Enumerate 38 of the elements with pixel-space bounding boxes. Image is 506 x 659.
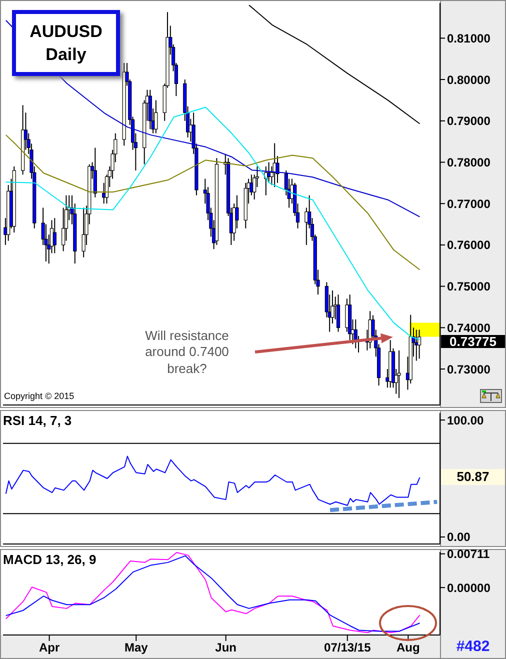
x-tick-label: May [124, 640, 148, 655]
candlestick [52, 218, 56, 254]
y-tick-label: 0.80000 [447, 72, 491, 87]
x-tick-label: Apr [38, 640, 60, 655]
y-tick-label: 0.77000 [447, 196, 491, 211]
annotation: Will resistance around 0.7400 break? [144, 328, 230, 377]
y-tick-label: 0.76000 [447, 238, 491, 252]
candlestick [336, 294, 340, 332]
line-series [5, 134, 420, 270]
x-tick-label: Jun [215, 640, 237, 655]
candlestick [414, 329, 418, 362]
y-tick-label: 0.73000 [447, 362, 491, 376]
y-tick-label: 0.74000 [447, 320, 491, 335]
y-tick-label: 0.75000 [447, 280, 491, 294]
text: 0.73775 [441, 334, 505, 349]
candlestick [82, 207, 86, 258]
y-tick-label: 0.81000 [447, 31, 491, 46]
candlestick [397, 350, 401, 398]
annotation: Copyright © 2015 [4, 391, 76, 402]
text: 50.87 [441, 469, 505, 485]
x-tick-label: Aug [396, 640, 420, 655]
candlestick [154, 100, 158, 134]
line-series [5, 456, 420, 506]
y-tick-label: 0.78000 [447, 155, 491, 170]
candlestick [267, 162, 271, 184]
y-tick-label: 0.00 [447, 530, 471, 544]
chart-title: MACD 13, 26, 9 [3, 552, 96, 567]
y-tick-label: 0.79000 [447, 114, 491, 128]
y-tick-label: 0.00000 [447, 580, 491, 595]
text: #482 [455, 638, 491, 657]
y-tick-label: 0.00711 [447, 547, 490, 562]
text: AUDUSD Daily [12, 10, 120, 76]
y-tick-label: 100.00 [447, 413, 484, 428]
candlestick [417, 329, 422, 360]
chart-title: RSI 14, 7, 3 [3, 413, 72, 428]
candlestick [93, 147, 97, 198]
x-tick-label: 07/13/15 [324, 640, 372, 655]
line-series [248, 4, 420, 124]
